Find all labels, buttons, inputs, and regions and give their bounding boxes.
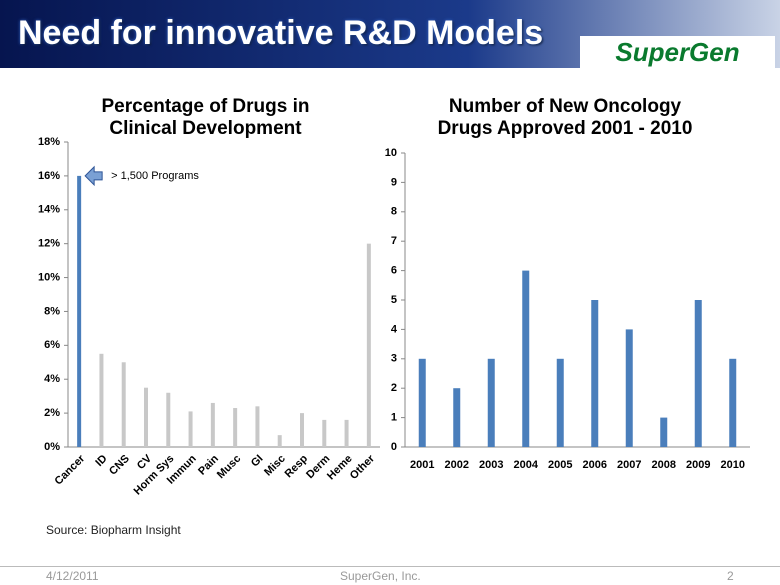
bar — [144, 387, 148, 447]
x-tick-label: GI — [249, 453, 266, 470]
bar — [694, 300, 702, 447]
bar — [487, 358, 495, 447]
bar — [99, 353, 104, 447]
x-tick-label: 2006 — [583, 459, 607, 471]
x-tick-label: 2008 — [652, 459, 676, 471]
annotation-arrow — [84, 165, 103, 187]
y-tick-label: 10 — [385, 147, 397, 159]
bar — [556, 358, 564, 447]
bar — [277, 435, 282, 447]
y-tick-label: 8 — [391, 206, 397, 218]
y-tick-label: 16% — [38, 170, 60, 182]
y-tick-label: 4% — [44, 373, 60, 385]
y-tick-label: 0% — [44, 441, 60, 453]
bar — [233, 408, 238, 447]
bar — [166, 392, 171, 447]
bar — [418, 358, 426, 447]
y-tick-label: 9 — [391, 176, 397, 188]
y-tick-label: 6 — [391, 265, 397, 277]
x-tick-label: 2005 — [548, 459, 572, 471]
chart-title: Percentage of Drugs in Clinical Developm… — [101, 96, 310, 139]
bar — [625, 329, 633, 447]
y-tick-label: 12% — [38, 238, 60, 250]
bar — [344, 419, 349, 447]
y-tick-label: 2% — [44, 407, 60, 419]
bar — [210, 402, 215, 447]
footer-rule — [0, 566, 780, 567]
y-tick-label: 5 — [391, 294, 397, 306]
bar — [322, 419, 327, 447]
y-tick-label: 3 — [391, 353, 397, 365]
logo: SuperGen — [580, 36, 775, 68]
bar — [660, 417, 668, 447]
y-tick-label: 1 — [391, 412, 397, 424]
bar — [729, 358, 737, 447]
bar — [591, 300, 599, 447]
chart-title: Number of New Oncology Drugs Approved 20… — [437, 96, 693, 139]
x-tick-label: 2004 — [514, 459, 539, 471]
y-tick-label: 14% — [38, 204, 60, 216]
x-tick-label: 2003 — [479, 459, 503, 471]
bar — [121, 362, 126, 447]
x-tick-label: ID — [93, 453, 109, 469]
y-tick-label: 10% — [38, 271, 60, 283]
x-tick-label: 2009 — [686, 459, 710, 471]
bar — [77, 175, 82, 447]
footer-date: 4/12/2011 — [46, 569, 99, 583]
source: Source: Biopharm Insight — [46, 523, 181, 537]
x-tick-label: Musc — [215, 453, 243, 481]
bar — [255, 406, 260, 447]
x-tick-label: Misc — [262, 453, 288, 479]
annotation: > 1,500 Programs — [111, 170, 199, 182]
y-tick-label: 8% — [44, 305, 60, 317]
y-tick-label: 18% — [38, 136, 60, 148]
y-tick-label: 0 — [391, 441, 397, 453]
x-tick-label: 2002 — [445, 459, 469, 471]
x-tick-label: 2010 — [721, 459, 745, 471]
footer-company: SuperGen, Inc. — [340, 569, 421, 583]
bar — [188, 411, 193, 447]
x-tick-label: 2001 — [410, 459, 434, 471]
y-tick-label: 2 — [391, 382, 397, 394]
y-tick-label: 6% — [44, 339, 60, 351]
x-tick-label: Cancer — [52, 452, 87, 487]
y-tick-label: 7 — [391, 235, 397, 247]
bar — [366, 243, 371, 447]
x-tick-label: CNS — [107, 453, 132, 478]
bar — [453, 388, 461, 447]
slide-title: Need for innovative R&D Models — [18, 14, 544, 52]
bar — [522, 270, 530, 447]
x-tick-label: Other — [348, 452, 378, 482]
y-tick-label: 4 — [391, 323, 398, 335]
x-tick-label: Heme — [325, 453, 355, 483]
bar — [300, 413, 304, 447]
footer-page: 2 — [727, 569, 734, 583]
x-tick-label: 2007 — [617, 459, 641, 471]
